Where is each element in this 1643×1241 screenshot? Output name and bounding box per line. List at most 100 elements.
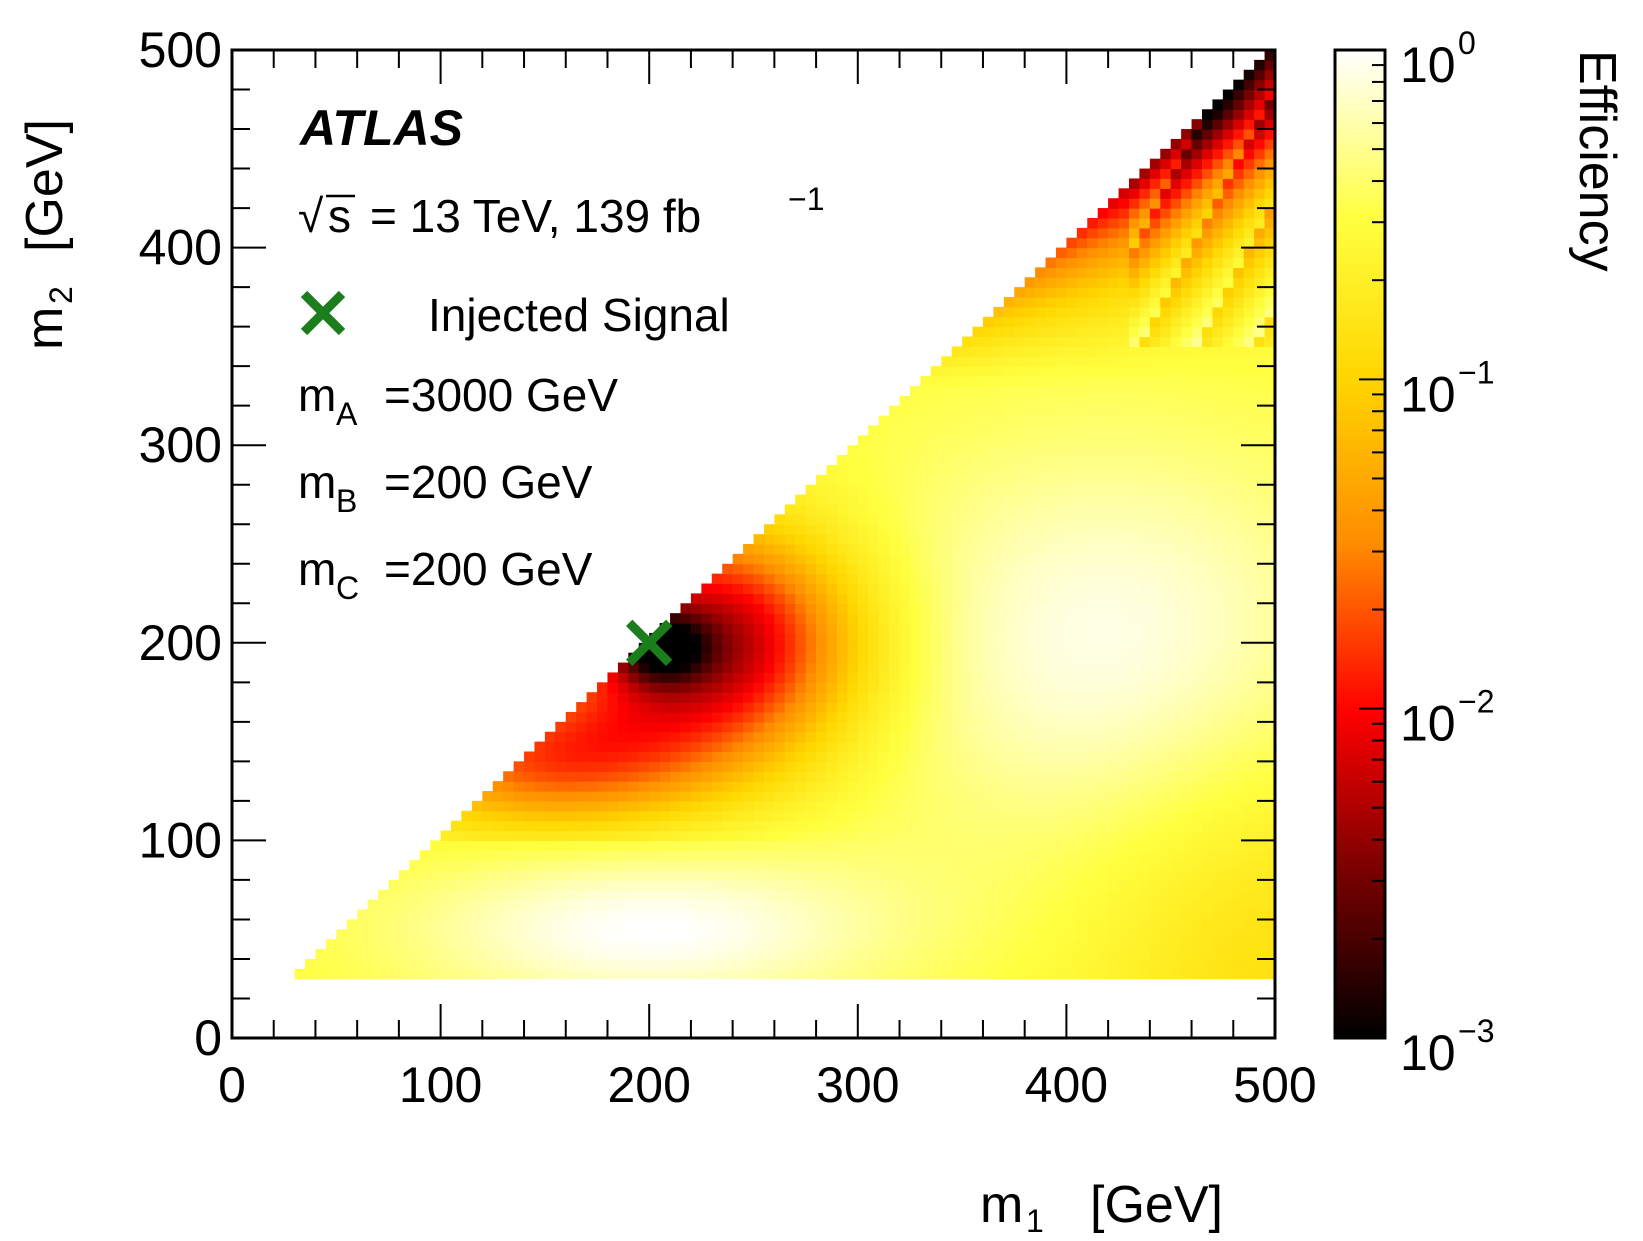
- heatmap-cell: [857, 623, 869, 634]
- heatmap-cell: [1170, 731, 1182, 743]
- heatmap-cell: [857, 474, 869, 486]
- heatmap-cell: [576, 958, 588, 970]
- heatmap-cell: [482, 810, 494, 822]
- heatmap-cell: [690, 731, 702, 743]
- heatmap-cell: [1087, 662, 1099, 674]
- heatmap-cell: [899, 524, 911, 535]
- heatmap-cell: [544, 791, 556, 802]
- heatmap-cell: [1233, 208, 1245, 219]
- heatmap-cell: [597, 692, 609, 703]
- heatmap-cell: [1243, 751, 1255, 762]
- heatmap-cell: [409, 958, 421, 970]
- heatmap-cell: [1108, 534, 1120, 545]
- heatmap-cell: [1170, 385, 1182, 397]
- heatmap-cell: [701, 662, 713, 674]
- heatmap-cell: [524, 751, 536, 762]
- heatmap-cell: [972, 326, 984, 338]
- heatmap-cell: [1254, 178, 1266, 189]
- heatmap-cell: [763, 642, 775, 654]
- heatmap-cell: [513, 830, 525, 841]
- heatmap-cell: [1201, 237, 1214, 249]
- heatmap-cell: [1128, 336, 1141, 347]
- heatmap-cell: [659, 968, 671, 980]
- heatmap-cell: [628, 791, 640, 802]
- heatmap-cell: [951, 919, 963, 930]
- heatmap-cell: [816, 919, 828, 930]
- heatmap-cell: [1181, 415, 1193, 427]
- heatmap-cell: [1170, 484, 1182, 496]
- heatmap-cell: [1087, 405, 1099, 417]
- heatmap-cell: [1035, 603, 1047, 614]
- heatmap-cell: [868, 534, 880, 545]
- heatmap-cell: [388, 919, 400, 930]
- heatmap-cell: [1097, 287, 1109, 298]
- heatmap-cell: [1149, 514, 1161, 525]
- heatmap-cell: [1024, 949, 1036, 960]
- heatmap-cell: [1222, 138, 1234, 150]
- heatmap-cell: [1212, 761, 1224, 772]
- heatmap-cell: [1076, 613, 1088, 624]
- heatmap-cell: [1097, 534, 1109, 545]
- heatmap-cell: [1243, 939, 1255, 950]
- heatmap-cell: [461, 939, 473, 950]
- heatmap-cell: [993, 800, 1005, 812]
- heatmap-cell: [1066, 405, 1078, 417]
- heatmap-cell: [930, 692, 942, 703]
- heatmap-cell: [1254, 553, 1266, 565]
- heatmap-cell: [1191, 771, 1203, 782]
- heatmap-cell: [1076, 623, 1088, 634]
- heatmap-cell: [628, 731, 640, 743]
- heatmap-cell: [430, 958, 442, 970]
- heatmap-cell: [1087, 553, 1099, 565]
- heatmap-cell: [805, 662, 817, 674]
- heatmap-cell: [1014, 534, 1026, 545]
- heatmap-cell: [1024, 623, 1036, 634]
- heatmap-cell: [1212, 870, 1224, 881]
- heatmap-cell: [941, 968, 953, 980]
- heatmap-cell: [847, 544, 859, 555]
- heatmap-cell: [503, 800, 515, 812]
- heatmap-cell: [951, 949, 963, 960]
- heatmap-cell: [690, 721, 702, 733]
- heatmap-cell: [1139, 366, 1151, 377]
- heatmap-cell: [951, 415, 963, 427]
- heatmap-cell: [1254, 623, 1266, 634]
- heatmap-cell: [1014, 494, 1026, 506]
- heatmap-cell: [1160, 395, 1172, 407]
- heatmap-cell: [451, 879, 463, 891]
- heatmap-cell: [836, 514, 848, 525]
- heatmap-cell: [993, 316, 1005, 328]
- heatmap-cell: [1097, 257, 1109, 268]
- heatmap-cell: [544, 761, 556, 772]
- heatmap-cell: [962, 860, 974, 871]
- heatmap-cell: [1191, 514, 1203, 525]
- heatmap-cell: [1212, 336, 1224, 347]
- heatmap-cell: [492, 909, 504, 921]
- heatmap-cell: [826, 909, 838, 921]
- heatmap-cell: [982, 366, 994, 377]
- heatmap-cell: [1222, 771, 1234, 782]
- heatmap-cell: [857, 810, 869, 822]
- heatmap-cell: [972, 632, 984, 644]
- heatmap-cell: [670, 692, 682, 703]
- heatmap-cell: [784, 751, 796, 762]
- heatmap-cell: [524, 929, 536, 940]
- heatmap-cell: [1201, 949, 1214, 960]
- heatmap-cell: [1222, 682, 1234, 693]
- heatmap-cell: [1170, 148, 1182, 160]
- heatmap-cell: [743, 603, 755, 614]
- heatmap-cell: [889, 662, 901, 674]
- heatmap-cell: [690, 761, 702, 772]
- heatmap-cell: [1139, 879, 1151, 891]
- heatmap-cell: [565, 721, 577, 733]
- heatmap-cell: [1066, 672, 1078, 683]
- heatmap-cell: [1181, 129, 1193, 140]
- heatmap-cell: [941, 889, 953, 901]
- heatmap-cell: [993, 781, 1005, 792]
- heatmap-cell: [722, 711, 734, 723]
- heatmap-cell: [1243, 929, 1255, 940]
- heatmap-cell: [1024, 702, 1036, 713]
- heatmap-cell: [889, 761, 901, 772]
- heatmap-cell: [1264, 89, 1276, 100]
- heatmap-cell: [1087, 227, 1099, 239]
